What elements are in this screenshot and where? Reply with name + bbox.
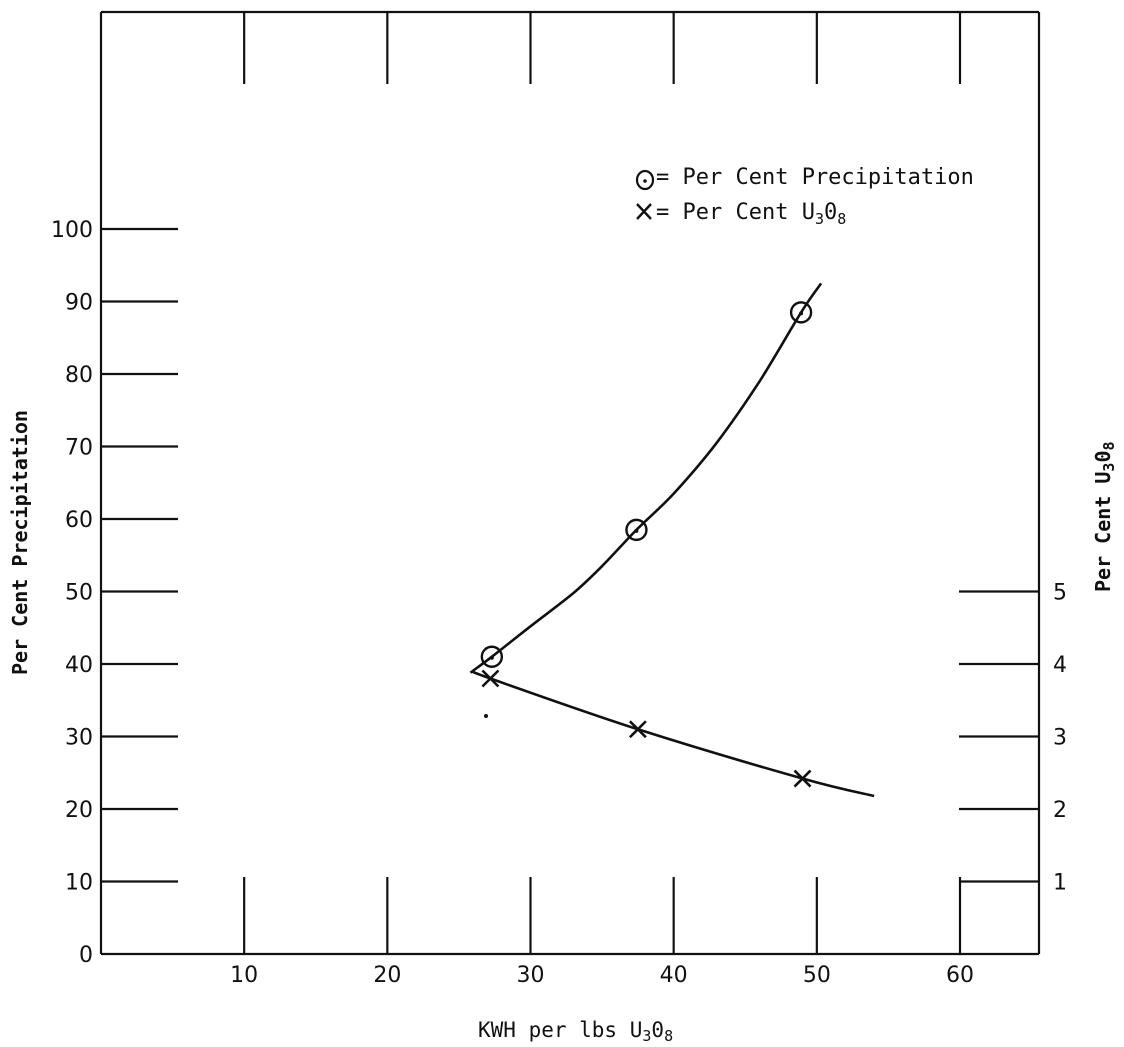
x-axis-title: KWH per lbs U308 [478, 1018, 673, 1045]
point-circle [625, 518, 648, 542]
series-points [480, 301, 813, 788]
y-right-axis-title-sub2: 8 [1100, 441, 1118, 450]
series-line-precip [469, 282, 823, 674]
data-point-precip-1 [480, 645, 504, 668]
data-point-u3o8-2 [628, 720, 647, 739]
y-right-tick-labels: 1 2 3 4 5 [1053, 581, 1067, 896]
x-tick-label-30: 30 [517, 963, 545, 988]
y-right-tick-label-1: 1 [1053, 871, 1067, 896]
point-x-stroke-b [481, 669, 500, 688]
data-point-precip-3 [789, 301, 813, 324]
legend-u3o8-sub2: 8 [837, 210, 846, 228]
tick-marks [101, 12, 1039, 954]
y-right-axis-title-main: Per Cent U [1091, 472, 1115, 592]
data-point-precip-2 [625, 518, 648, 542]
y-left-tick-label-20: 20 [65, 798, 93, 823]
point-circle [480, 645, 504, 668]
x-tick-label-40: 40 [660, 963, 688, 988]
point-center-dot [799, 311, 804, 316]
stray-dot [484, 714, 488, 718]
y-left-tick-label-90: 90 [65, 291, 93, 316]
y-left-tick-label-40: 40 [65, 653, 93, 678]
legend-u3o8-mid: 0 [824, 200, 837, 225]
x-tick-label-60: 60 [946, 963, 974, 988]
x-axis-title-sub2: 8 [664, 1027, 673, 1045]
legend-u3o8-sub1: 3 [815, 210, 824, 228]
y-left-axis-title: Per Cent Precipitation [8, 410, 32, 675]
y-right-tick-label-4: 4 [1053, 653, 1067, 678]
data-point-u3o8-1 [481, 669, 500, 688]
y-right-tick-label-2: 2 [1053, 798, 1067, 823]
y-left-tick-label-80: 80 [65, 363, 93, 388]
legend-u3o8-main: = Per Cent U [656, 200, 815, 225]
series-line-u3o8 [471, 670, 875, 798]
y-right-tick-label-3: 3 [1053, 726, 1067, 751]
point-x-stroke-b [793, 769, 812, 788]
x-tick-labels: 10 20 30 40 50 60 [230, 963, 974, 988]
data-point-u3o8-3 [793, 769, 812, 788]
y-left-tick-labels: 0 10 20 30 40 50 60 70 80 90 100 [51, 218, 93, 968]
legend-u3o8-marker [636, 203, 652, 220]
y-left-tick-label-0: 0 [79, 943, 93, 968]
legend: = Per Cent Precipitation = Per Cent U308 [635, 165, 974, 228]
x-tick-label-10: 10 [230, 963, 258, 988]
y-right-axis-title-sub1: 3 [1100, 463, 1118, 472]
y-left-tick-label-50: 50 [65, 581, 93, 606]
y-left-tick-label-70: 70 [65, 436, 93, 461]
legend-precip-label: = Per Cent Precipitation [656, 165, 974, 190]
y-left-tick-label-10: 10 [65, 871, 93, 896]
series-curves [469, 282, 875, 798]
y-right-axis-title: Per Cent U308 [1091, 441, 1118, 592]
x-axis-title-sub1: 3 [642, 1027, 651, 1045]
x-tick-label-20: 20 [373, 963, 401, 988]
y-right-tick-label-5: 5 [1053, 581, 1067, 606]
x-axis-title-main: KWH per lbs U [478, 1018, 642, 1042]
point-center-dot [489, 655, 494, 660]
y-right-axis-title-mid: 0 [1091, 451, 1115, 463]
y-left-tick-label-30: 30 [65, 726, 93, 751]
plot-frame [99, 10, 1041, 956]
legend-u3o8-label: = Per Cent U308 [656, 200, 846, 228]
point-circle [789, 301, 813, 324]
point-center-dot [634, 528, 639, 533]
x-tick-label-50: 50 [803, 963, 831, 988]
y-left-tick-label-100: 100 [51, 218, 93, 243]
x-axis-title-mid: 0 [651, 1018, 664, 1042]
y-left-tick-label-60: 60 [65, 508, 93, 533]
point-x-stroke-b [628, 720, 647, 739]
legend-precip-marker [635, 169, 655, 191]
